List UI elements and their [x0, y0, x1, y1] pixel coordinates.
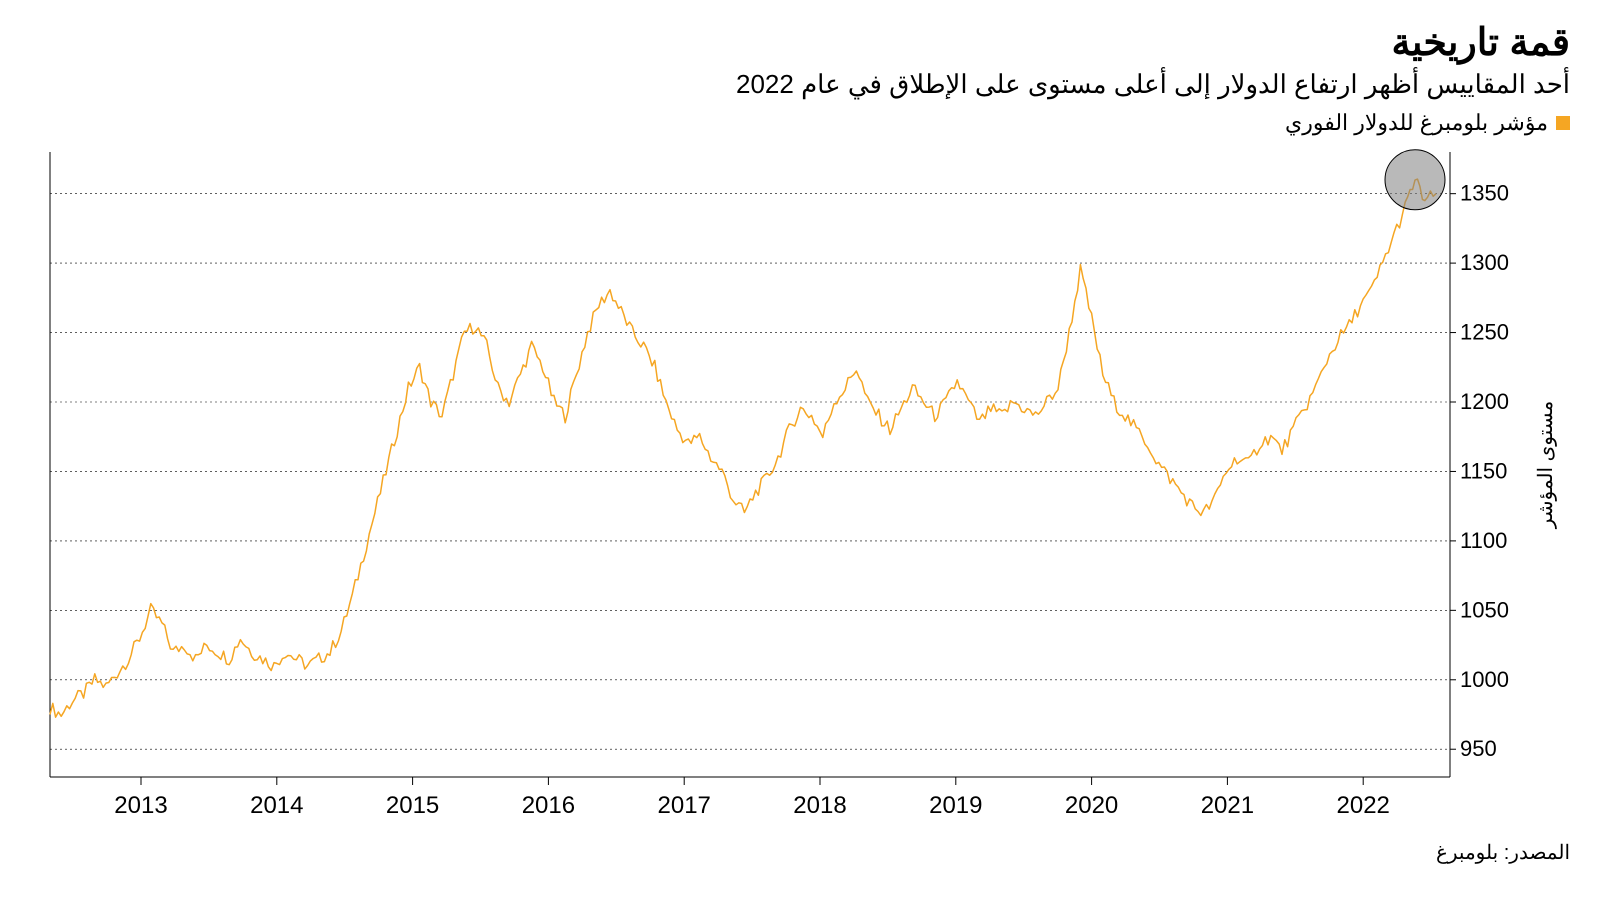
- chart-legend: مؤشر بلومبرغ للدولار الفوري: [30, 110, 1570, 136]
- svg-text:2019: 2019: [929, 792, 982, 819]
- svg-text:1000: 1000: [1460, 667, 1509, 692]
- svg-text:2022: 2022: [1337, 792, 1390, 819]
- svg-text:1300: 1300: [1460, 250, 1509, 275]
- svg-text:2020: 2020: [1065, 792, 1118, 819]
- legend-label: مؤشر بلومبرغ للدولار الفوري: [1285, 110, 1548, 136]
- chart-area: 950 1000 1050 1100 1150 1200 1250 1300 1350 2013 2…: [30, 142, 1570, 832]
- svg-text:2013: 2013: [114, 792, 167, 819]
- legend-swatch-icon: [1556, 116, 1570, 130]
- chart-source: المصدر: بلومبرغ: [30, 840, 1570, 865]
- svg-text:2015: 2015: [386, 792, 439, 819]
- svg-text:2021: 2021: [1201, 792, 1254, 819]
- svg-text:مستوى المؤشر: مستوى المؤشر: [1535, 401, 1557, 529]
- chart-title: قمة تاريخية: [30, 20, 1570, 65]
- svg-text:1100: 1100: [1460, 528, 1507, 553]
- svg-text:2016: 2016: [522, 792, 575, 819]
- chart-subtitle: أحد المقاييس أظهر ارتفاع الدولار إلى أعل…: [30, 69, 1570, 100]
- svg-text:1200: 1200: [1460, 389, 1509, 414]
- svg-text:2017: 2017: [658, 792, 711, 819]
- svg-text:2014: 2014: [250, 792, 303, 819]
- chart-header: قمة تاريخية أحد المقاييس أظهر ارتفاع الد…: [30, 20, 1570, 100]
- svg-text:1050: 1050: [1460, 597, 1509, 622]
- svg-text:950: 950: [1460, 736, 1497, 761]
- svg-text:1250: 1250: [1460, 320, 1509, 345]
- svg-text:1350: 1350: [1460, 181, 1509, 206]
- svg-text:1150: 1150: [1460, 458, 1507, 483]
- line-chart-svg: 950 1000 1050 1100 1150 1200 1250 1300 1350 2013 2…: [30, 142, 1570, 832]
- svg-text:2018: 2018: [793, 792, 846, 819]
